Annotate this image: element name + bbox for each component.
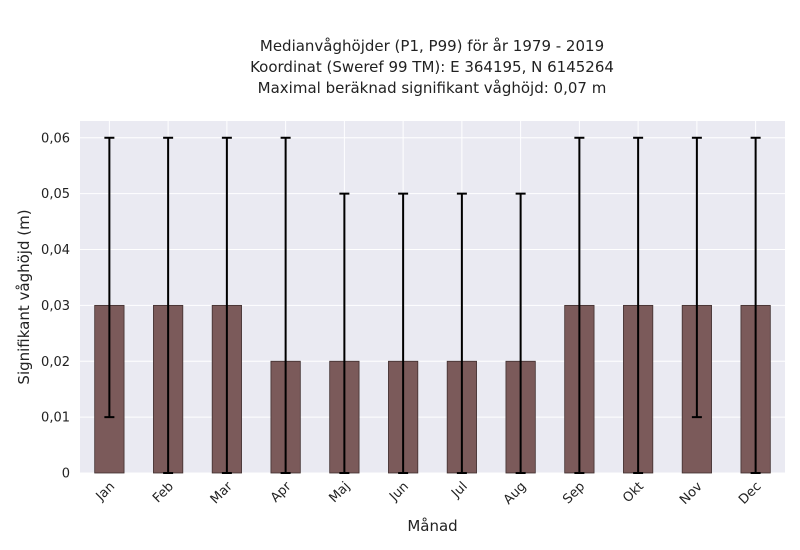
x-tick-label: Feb: [150, 479, 177, 506]
y-axis-label: Signifikant våghöjd (m): [15, 209, 33, 384]
chart-title: Medianvåghöjder (P1, P99) för år 1979 - …: [250, 37, 614, 97]
x-tick-label: Sep: [560, 479, 588, 507]
y-tick-label: 0,04: [41, 243, 70, 258]
y-tick-label: 0,02: [41, 355, 70, 370]
x-tick-label: Mar: [208, 479, 236, 507]
error-bar-jan: [104, 136, 115, 419]
error-bar-mar: [221, 136, 232, 474]
x-tick-label: Okt: [620, 479, 647, 506]
x-axis-ticks: Jan Feb Mar Apr Maj Jun Jul Aug Sep Okt Nov Dec: [93, 479, 765, 508]
error-bar-jun: [398, 192, 409, 474]
chart-title-line: Koordinat (Sweref 99 TM): E 364195, N 61…: [250, 58, 614, 76]
x-tick-label: Nov: [677, 479, 706, 508]
error-bar-jul: [456, 192, 467, 474]
x-tick-label: Apr: [268, 479, 295, 506]
x-tick-label: Jul: [448, 479, 470, 501]
error-bar-okt: [633, 136, 644, 474]
error-bar-aug: [515, 192, 526, 474]
x-tick-label: Dec: [736, 479, 764, 507]
x-tick-label: Jan: [93, 479, 118, 504]
y-tick-label: 0,05: [41, 187, 70, 202]
error-bar-nov: [691, 136, 702, 419]
error-bar-maj: [339, 192, 350, 474]
chart-title-line: Maximal beräknad signifikant våghöjd: 0,…: [258, 79, 607, 97]
error-bar-feb: [163, 136, 174, 474]
chart-title-line: Medianvåghöjder (P1, P99) för år 1979 - …: [260, 37, 604, 55]
error-bar-apr: [280, 136, 291, 474]
error-bars: [104, 136, 761, 474]
y-tick-label: 0,06: [41, 131, 70, 146]
y-tick-label: 0: [62, 467, 70, 482]
y-tick-label: 0,01: [41, 411, 70, 426]
error-bar-dec: [750, 136, 761, 474]
y-axis-ticks: 0 0,01 0,02 0,03 0,04 0,05 0,06: [41, 131, 70, 481]
plot-area: [80, 121, 785, 473]
x-tick-label: Aug: [501, 479, 530, 508]
x-tick-label: Maj: [326, 479, 353, 506]
x-axis-label: Månad: [407, 517, 457, 535]
x-tick-label: Jun: [386, 479, 412, 505]
y-tick-label: 0,03: [41, 299, 70, 314]
error-bar-sep: [574, 136, 585, 474]
